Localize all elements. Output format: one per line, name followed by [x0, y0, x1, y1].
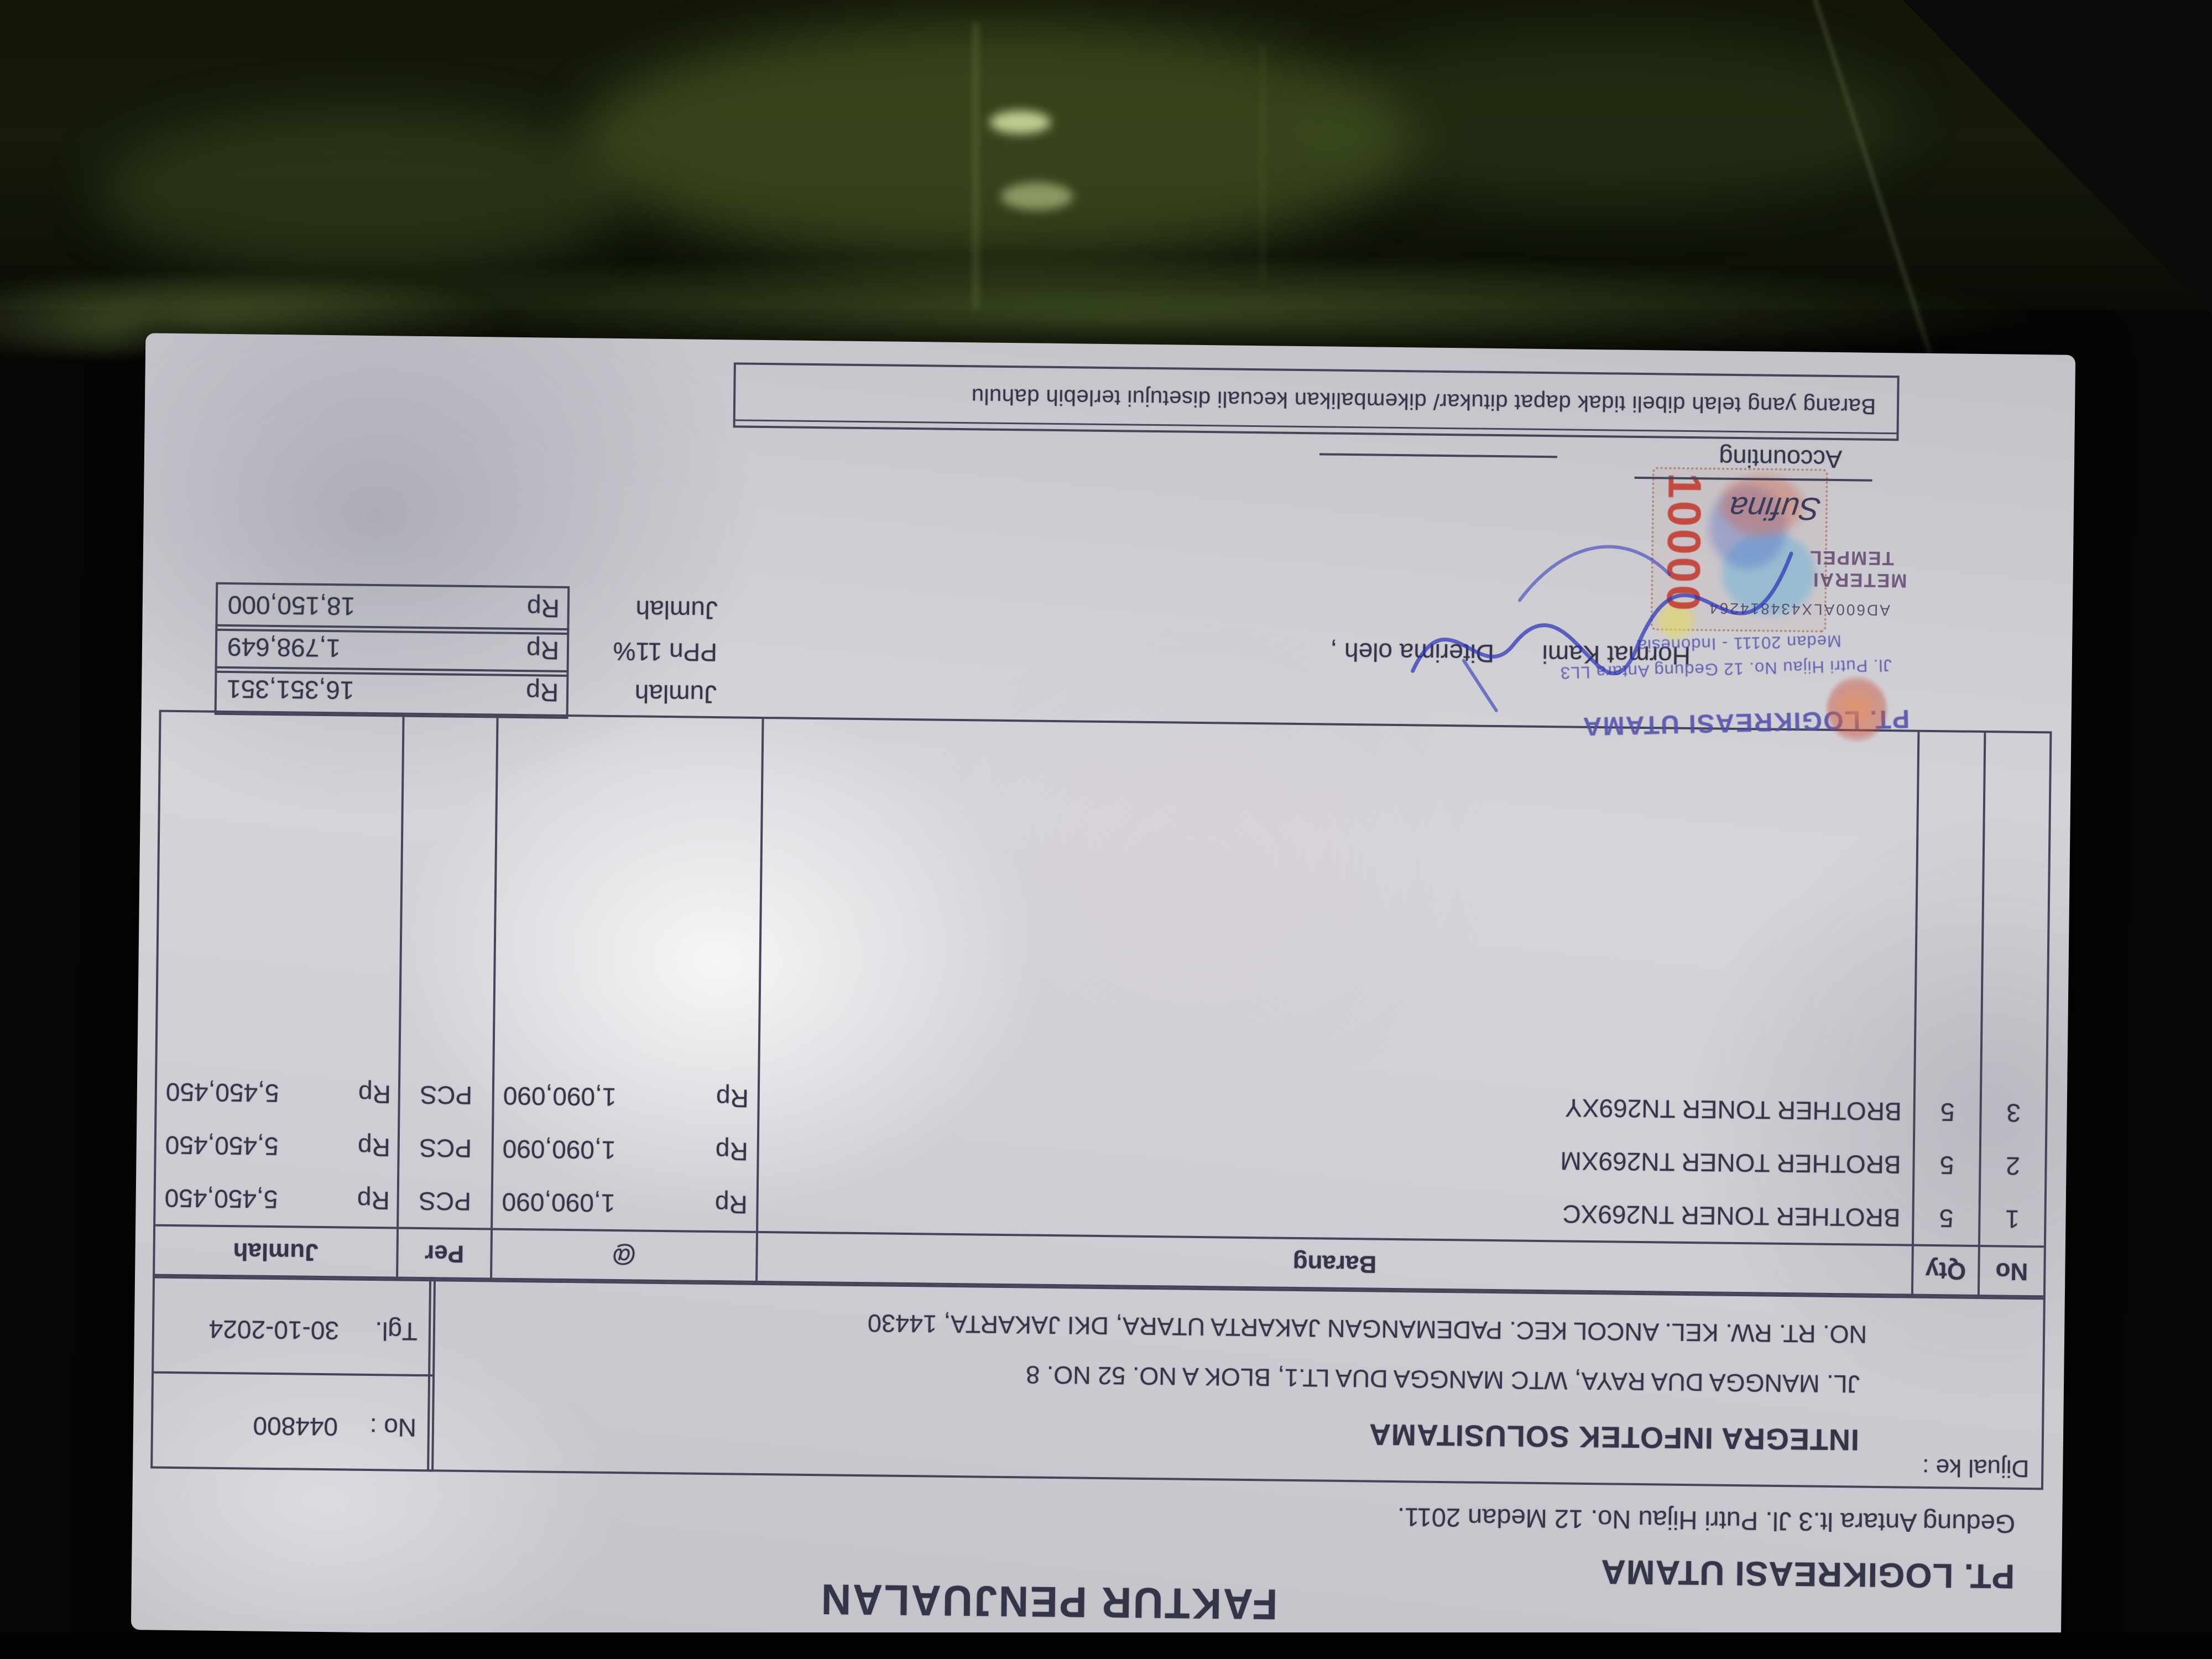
meta-divider [154, 1371, 433, 1377]
subtotal-amount: 16,351,351 [226, 674, 354, 705]
light-spot [1001, 182, 1073, 210]
grand-total-currency: Rp [526, 594, 560, 623]
subtotal-label: Jumlah [634, 679, 717, 709]
row-unit-price: 1,090,090 [502, 1134, 616, 1165]
disclaimer-double-rule [735, 419, 1899, 435]
row-per: PCS [420, 1080, 473, 1110]
row-per: PCS [419, 1186, 472, 1217]
row-item-name: BROTHER TONER TN269XM [1560, 1146, 1901, 1180]
green-glow [100, 111, 625, 276]
seller-company-address: Gedung Antara lt.3 Jl. Putri Hijau No. 1… [1397, 1503, 2016, 1539]
grand-total-amount: 18,150,000 [227, 590, 356, 621]
row-amount: 5,450,450 [165, 1130, 279, 1161]
light-streak [1261, 44, 1264, 282]
row-amount: 5,450,450 [165, 1077, 279, 1108]
row-no: 1 [2005, 1204, 2020, 1234]
row-qty: 5 [1939, 1204, 1954, 1233]
column-line [490, 716, 499, 1280]
col-header-jumlah: Jumlah [233, 1238, 319, 1266]
col-header-per: Per [424, 1240, 465, 1267]
row-qty: 5 [1939, 1151, 1954, 1180]
green-glow [1300, 33, 1908, 210]
light-streak [973, 22, 978, 310]
signer-name: Sufina [1727, 489, 1823, 527]
items-table: No Qty Barang @ Per Jumlah 1 5 BROTHER T… [153, 709, 2052, 1300]
meterai-label-line2: TEMPEL [1808, 546, 1895, 569]
green-glow [581, 22, 1410, 260]
grand-total-box: Rp 18,150,000 [215, 582, 570, 635]
sold-to-box: Dijual ke : INTEGRA INFOTEK SOLUSITAMA J… [427, 1277, 2046, 1490]
row-per: PCS [419, 1133, 472, 1164]
row-item-name: BROTHER TONER TN269XC [1562, 1199, 1901, 1233]
invoice-date-label: Tgl. [374, 1317, 418, 1346]
tax-currency: Rp [526, 636, 560, 665]
col-header-no: No [1995, 1258, 2028, 1286]
row-item-name: BROTHER TONER TN269XY [1564, 1093, 1902, 1126]
invoice-date-value: 30-10-2024 [208, 1314, 340, 1345]
row-unit-price: 1,090,090 [502, 1187, 615, 1218]
row-qty: 5 [1940, 1098, 1955, 1127]
buyer-address-line2: NO. RT. RW. KEL. ANCOL KEC. PADEMANGAN J… [867, 1309, 1867, 1349]
disclaimer-box: Barang yang telah dibeli tidak dapat dit… [733, 362, 1900, 441]
col-header-qty: Qty [1925, 1256, 1966, 1285]
subtotal-currency: Rp [525, 678, 559, 707]
invoice-number-value: 044800 [253, 1411, 338, 1442]
row-no: 3 [2006, 1098, 2021, 1128]
row-unit-price: 1,090,090 [503, 1081, 617, 1112]
col-header-unit-price: @ [612, 1241, 637, 1270]
buyer-address-line1: JL. MANGGA DUA RAYA, WTC MANGGA DUA LT.1… [1025, 1360, 1860, 1399]
row-amount: 5,450,450 [164, 1183, 278, 1214]
invoice-number-label: No : [369, 1413, 417, 1442]
invoice-meta-box: No : 044800 Tgl. 30-10-2024 [150, 1274, 436, 1472]
signer-title: Accounting [1719, 444, 1843, 474]
column-line [755, 718, 764, 1283]
meterai-label-line1: METERAI [1812, 568, 1907, 592]
grand-total-label: Jumlah [635, 595, 718, 625]
invoice-sheet: FAKTUR PENJUALAN PT. LOGIKREASI UTAMA Ge… [131, 333, 2076, 1652]
col-header-barang: Barang [1292, 1249, 1377, 1278]
buyer-name: INTEGRA INFOTEK SOLUSITAMA [1368, 1417, 1860, 1457]
row-no: 2 [2005, 1151, 2021, 1181]
bottom-black-band [0, 1632, 2212, 1659]
seller-company-name: PT. LOGIKREASI UTAMA [1600, 1552, 2015, 1595]
sold-to-label: Dijual ke : [1922, 1453, 2030, 1483]
signature-underline-right [1319, 453, 1558, 458]
pen-signature-scribble [1411, 545, 1793, 713]
tax-amount: 1,798,649 [227, 632, 341, 663]
tax-label: PPn 11% [613, 637, 718, 667]
invoice-title: FAKTUR PENJUALAN [819, 1575, 1278, 1629]
disclaimer-text: Barang yang telah dibeli tidak dapat dit… [971, 384, 1876, 419]
light-spot [990, 111, 1051, 134]
